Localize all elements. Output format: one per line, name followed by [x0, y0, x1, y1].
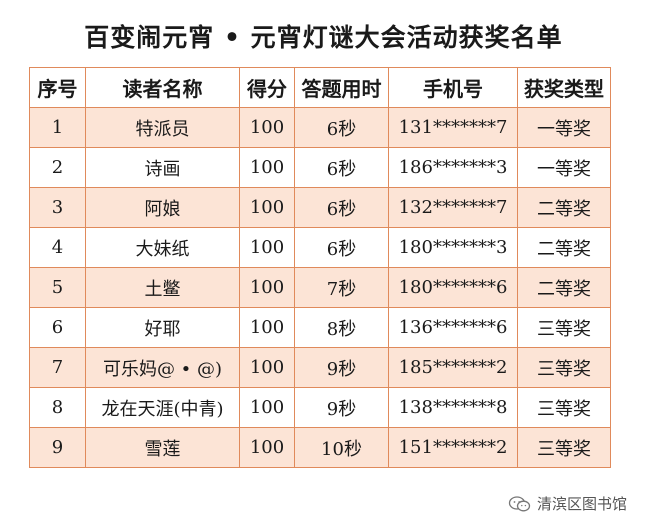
table-cell: 龙在天涯(中青) [85, 387, 240, 428]
table-cell: 9 [29, 427, 86, 468]
header-cell: 序号 [29, 67, 86, 108]
page-title: 百变闹元宵 • 元宵灯谜大会活动获奖名单 [84, 23, 563, 52]
table-cell: 6 [29, 307, 86, 348]
table-cell: 一等奖 [517, 107, 611, 148]
table-cell: 特派员 [85, 107, 240, 148]
header-cell: 获奖类型 [517, 67, 611, 108]
table-cell: 100 [239, 347, 295, 388]
table-cell: 136*******6 [388, 307, 518, 348]
table-cell: 6秒 [294, 107, 389, 148]
table-cell: 100 [239, 267, 295, 308]
table-cell: 2 [29, 147, 86, 188]
table-row: 3 阿娘 100 6秒 132*******7 二等奖 [29, 187, 611, 228]
header-cell: 读者名称 [85, 67, 240, 108]
table-cell: 阿娘 [85, 187, 240, 228]
table-cell: 100 [239, 187, 295, 228]
table-cell: 100 [239, 387, 295, 428]
table-row: 6 好耶 100 8秒 136*******6 三等奖 [29, 307, 611, 348]
table-cell: 一等奖 [517, 147, 611, 188]
table-cell: 100 [239, 227, 295, 268]
table-cell: 6秒 [294, 227, 389, 268]
table-cell: 5 [29, 267, 86, 308]
table-cell: 131*******7 [388, 107, 518, 148]
table-row: 4 大妹纸 100 6秒 180*******3 二等奖 [29, 227, 611, 268]
table-row: 9 雪莲 100 10秒 151*******2 三等奖 [29, 427, 611, 468]
table-cell: 三等奖 [517, 347, 611, 388]
table-cell: 8 [29, 387, 86, 428]
table-cell: 100 [239, 147, 295, 188]
header-cell: 答题用时 [294, 67, 389, 108]
table-cell: 185*******2 [388, 347, 518, 388]
table-cell: 10秒 [294, 427, 389, 468]
table-cell: 雪莲 [85, 427, 240, 468]
table-cell: 180*******6 [388, 267, 518, 308]
header-cell: 得分 [239, 67, 295, 108]
watermark: 清滨区图书馆 [508, 493, 627, 514]
table-cell: 151*******2 [388, 427, 518, 468]
table-cell: 二等奖 [517, 227, 611, 268]
winners-table: 序号 读者名称 得分 答题用时 手机号 获奖类型 1 特派员 100 6秒 13… [29, 67, 611, 468]
table-cell: 186*******3 [388, 147, 518, 188]
table-cell: 9秒 [294, 347, 389, 388]
table-cell: 三等奖 [517, 427, 611, 468]
watermark-text: 清滨区图书馆 [536, 495, 627, 513]
table-cell: 7秒 [294, 267, 389, 308]
wechat-icon [508, 495, 531, 511]
table-cell: 6秒 [294, 187, 389, 228]
table-cell: 大妹纸 [85, 227, 240, 268]
table-cell: 可乐妈@ • @) [85, 347, 240, 388]
table-cell: 138*******8 [388, 387, 518, 428]
table-row: 7 可乐妈@ • @) 100 9秒 185*******2 三等奖 [29, 347, 611, 388]
table-header-row: 序号 读者名称 得分 答题用时 手机号 获奖类型 [29, 67, 611, 108]
table-cell: 二等奖 [517, 187, 611, 228]
table-row: 2 诗画 100 6秒 186*******3 一等奖 [29, 147, 611, 188]
table-cell: 三等奖 [517, 307, 611, 348]
table-cell: 180*******3 [388, 227, 518, 268]
table-cell: 1 [29, 107, 86, 148]
table-cell: 6秒 [294, 147, 389, 188]
table-cell: 100 [239, 307, 295, 348]
table-cell: 3 [29, 187, 86, 228]
table-cell: 7 [29, 347, 86, 388]
table-row: 5 土鳖 100 7秒 180*******6 二等奖 [29, 267, 611, 308]
table-row: 1 特派员 100 6秒 131*******7 一等奖 [29, 107, 611, 148]
header-cell: 手机号 [388, 67, 518, 108]
table-cell: 诗画 [85, 147, 240, 188]
table-row: 8 龙在天涯(中青) 100 9秒 138*******8 三等奖 [29, 387, 611, 428]
table-cell: 三等奖 [517, 387, 611, 428]
table-cell: 二等奖 [517, 267, 611, 308]
table-cell: 9秒 [294, 387, 389, 428]
table-cell: 土鳖 [85, 267, 240, 308]
table-cell: 100 [239, 427, 295, 468]
table-cell: 4 [29, 227, 86, 268]
table-cell: 100 [239, 107, 295, 148]
table-cell: 8秒 [294, 307, 389, 348]
table-cell: 132*******7 [388, 187, 518, 228]
table-cell: 好耶 [85, 307, 240, 348]
